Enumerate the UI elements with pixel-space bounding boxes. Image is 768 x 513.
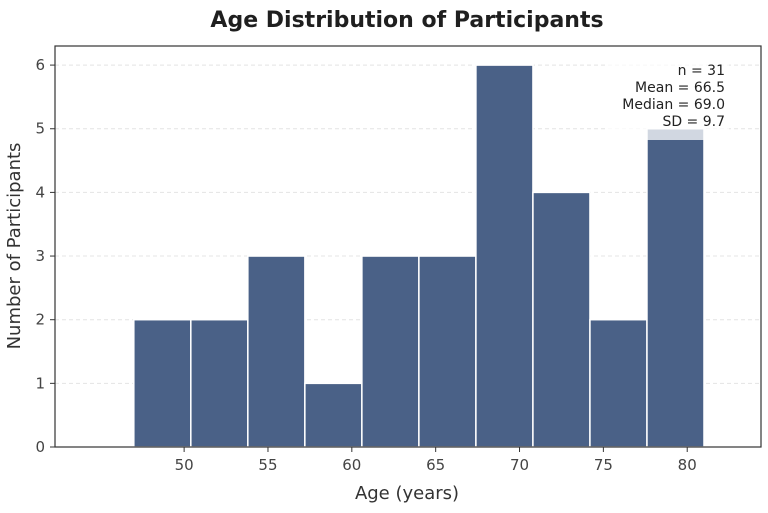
stats-box-background: [607, 60, 729, 140]
histogram-bar: [646, 127, 705, 448]
x-tick-label: 55: [258, 456, 277, 474]
histogram-bars: [133, 64, 705, 448]
y-tick-label: 0: [35, 438, 45, 456]
histogram-bar: [589, 318, 648, 448]
stats-line: Median = 69.0: [622, 97, 725, 113]
histogram-bar: [304, 382, 363, 448]
x-tick-label: 70: [510, 456, 529, 474]
histogram-bar: [475, 64, 534, 448]
x-tick-label: 50: [175, 456, 194, 474]
x-axis-label: Age (years): [355, 483, 459, 504]
chart-title: Age Distribution of Participants: [210, 8, 603, 33]
histogram-bar: [190, 318, 249, 448]
stats-line: Mean = 66.5: [635, 80, 725, 96]
y-tick-label: 3: [35, 247, 45, 265]
y-tick-label: 4: [35, 183, 45, 201]
x-tick-label: 60: [342, 456, 361, 474]
stats-line: n = 31: [678, 63, 725, 79]
y-axis-ticks: 0 1 2 3 4 5 6: [35, 56, 55, 456]
stats-line: SD = 9.7: [662, 114, 725, 130]
y-tick-label: 1: [35, 374, 45, 392]
y-tick-label: 2: [35, 311, 45, 329]
y-tick-label: 6: [35, 56, 45, 74]
y-tick-label: 5: [35, 120, 45, 138]
x-tick-label: 75: [594, 456, 613, 474]
x-axis-ticks: 50 55 60 65 70 75 80: [175, 447, 697, 474]
x-tick-label: 65: [426, 456, 445, 474]
x-tick-label: 80: [678, 456, 697, 474]
histogram-bar: [532, 191, 591, 448]
histogram-bar: [361, 255, 420, 448]
y-axis-label: Number of Participants: [4, 143, 25, 350]
histogram-bar: [418, 255, 477, 448]
plot-frame: [54, 45, 762, 448]
histogram-bar: [133, 318, 192, 448]
histogram-bar: [247, 255, 306, 448]
